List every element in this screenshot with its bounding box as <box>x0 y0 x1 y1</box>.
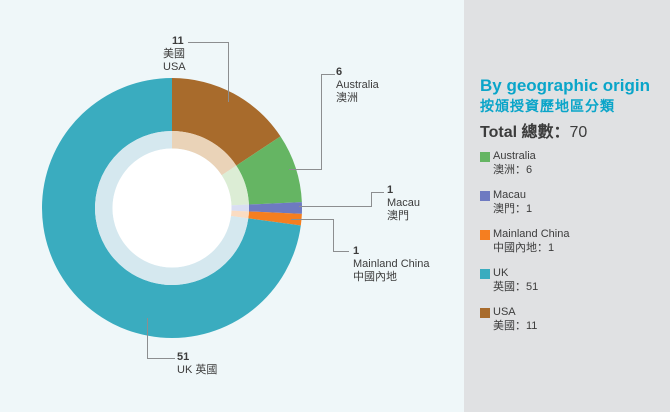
donut-hole <box>112 148 232 268</box>
callout-macau: 1 Macau 澳門 <box>387 184 420 223</box>
callout-macau-value: 1 <box>387 184 394 196</box>
callout-uk-label: UK 英國 <box>177 364 218 376</box>
legend: Australia 澳洲：6 Macau 澳門：1 Mainland China… <box>480 150 660 333</box>
callout-mainland-china-label-zh: 中國內地 <box>353 271 397 283</box>
callout-macau-label-en: Macau <box>387 197 421 209</box>
callout-usa-label-zh: 美國 <box>163 48 185 60</box>
panel-title-en: By geographic origin <box>480 76 651 95</box>
legend-item-mainland-china: Mainland China 中國內地：1 <box>480 228 660 255</box>
total-label: Total 總數： <box>480 124 570 141</box>
callout-australia: 6 Australia 澳洲 <box>336 66 379 105</box>
donut-segment-usa <box>172 78 281 166</box>
legend-item-macau: Macau 澳門：1 <box>480 189 660 216</box>
total-count: Total 總數：70 <box>480 124 660 142</box>
donut-segment-mainland-china <box>248 211 302 226</box>
legend-label-uk: UK <box>493 267 509 279</box>
callout-usa: 11 美國 USA <box>163 35 186 74</box>
leader-line-mainland-china <box>291 219 349 252</box>
legend-label-usa: USA <box>493 306 516 318</box>
callout-uk: 51 UK 英國 <box>177 351 217 377</box>
donut-segment-macau <box>248 202 303 214</box>
leader-line-uk <box>147 318 175 359</box>
callout-mainland-china: 1 Mainland China 中國內地 <box>353 245 429 284</box>
legend-item-australia: Australia 澳洲：6 <box>480 150 660 177</box>
legend-swatch-macau <box>480 190 490 201</box>
legend-swatch-mainland-china <box>480 229 490 240</box>
donut-chart-svg <box>41 42 384 359</box>
callout-australia-label-en: Australia <box>336 79 379 91</box>
legend-value-mainland-china: 中國內地：1 <box>493 241 555 254</box>
callout-usa-value: 11 <box>172 35 184 47</box>
callout-uk-value: 51 <box>177 351 190 363</box>
callout-usa-label-en: USA <box>163 61 186 73</box>
legend-label-macau: Macau <box>493 189 527 201</box>
leader-line-macau <box>299 192 384 207</box>
callout-australia-value: 6 <box>336 66 343 78</box>
panel-title-zh: 按頒授資歷地區分類 <box>480 98 615 114</box>
callout-mainland-china-value: 1 <box>353 245 360 257</box>
legend-swatch-australia <box>480 151 490 162</box>
callout-macau-label-zh: 澳門 <box>387 210 409 222</box>
summary-panel: By geographic origin 按頒授資歷地區分類 Total 總數：… <box>464 0 670 412</box>
donut-inner-segment-usa <box>172 131 237 176</box>
donut-inner-segment-mainland-china <box>230 210 249 219</box>
donut-inner-segment-macau <box>231 204 249 212</box>
callout-australia-label-zh: 澳洲 <box>336 92 358 104</box>
legend-value-macau: 澳門：1 <box>493 202 533 215</box>
donut-chart-area: 11 美國 USA 6 Australia 澳洲 1 Macau 澳門 1 Ma… <box>41 35 430 377</box>
callout-mainland-china-label-en: Mainland China <box>353 258 430 270</box>
legend-value-uk: 英國：51 <box>493 280 539 293</box>
donut-segments <box>41 77 303 339</box>
donut-segment-uk <box>41 77 301 339</box>
legend-swatch-uk <box>480 268 490 279</box>
leader-line-australia <box>289 74 335 170</box>
legend-value-usa: 美國：11 <box>493 319 538 332</box>
legend-label-australia: Australia <box>493 150 536 162</box>
legend-swatch-usa <box>480 307 490 318</box>
leader-line-usa <box>188 42 229 102</box>
leader-lines <box>147 42 384 359</box>
legend-label-mainland-china: Mainland China <box>493 228 570 240</box>
donut-segment-australia <box>236 136 302 205</box>
legend-item-uk: UK 英國：51 <box>480 267 660 294</box>
legend-value-australia: 澳洲：6 <box>493 163 533 176</box>
donut-inner-segment-australia <box>221 165 249 206</box>
legend-item-usa: USA 美國：11 <box>480 306 660 333</box>
total-value: 70 <box>569 124 588 141</box>
